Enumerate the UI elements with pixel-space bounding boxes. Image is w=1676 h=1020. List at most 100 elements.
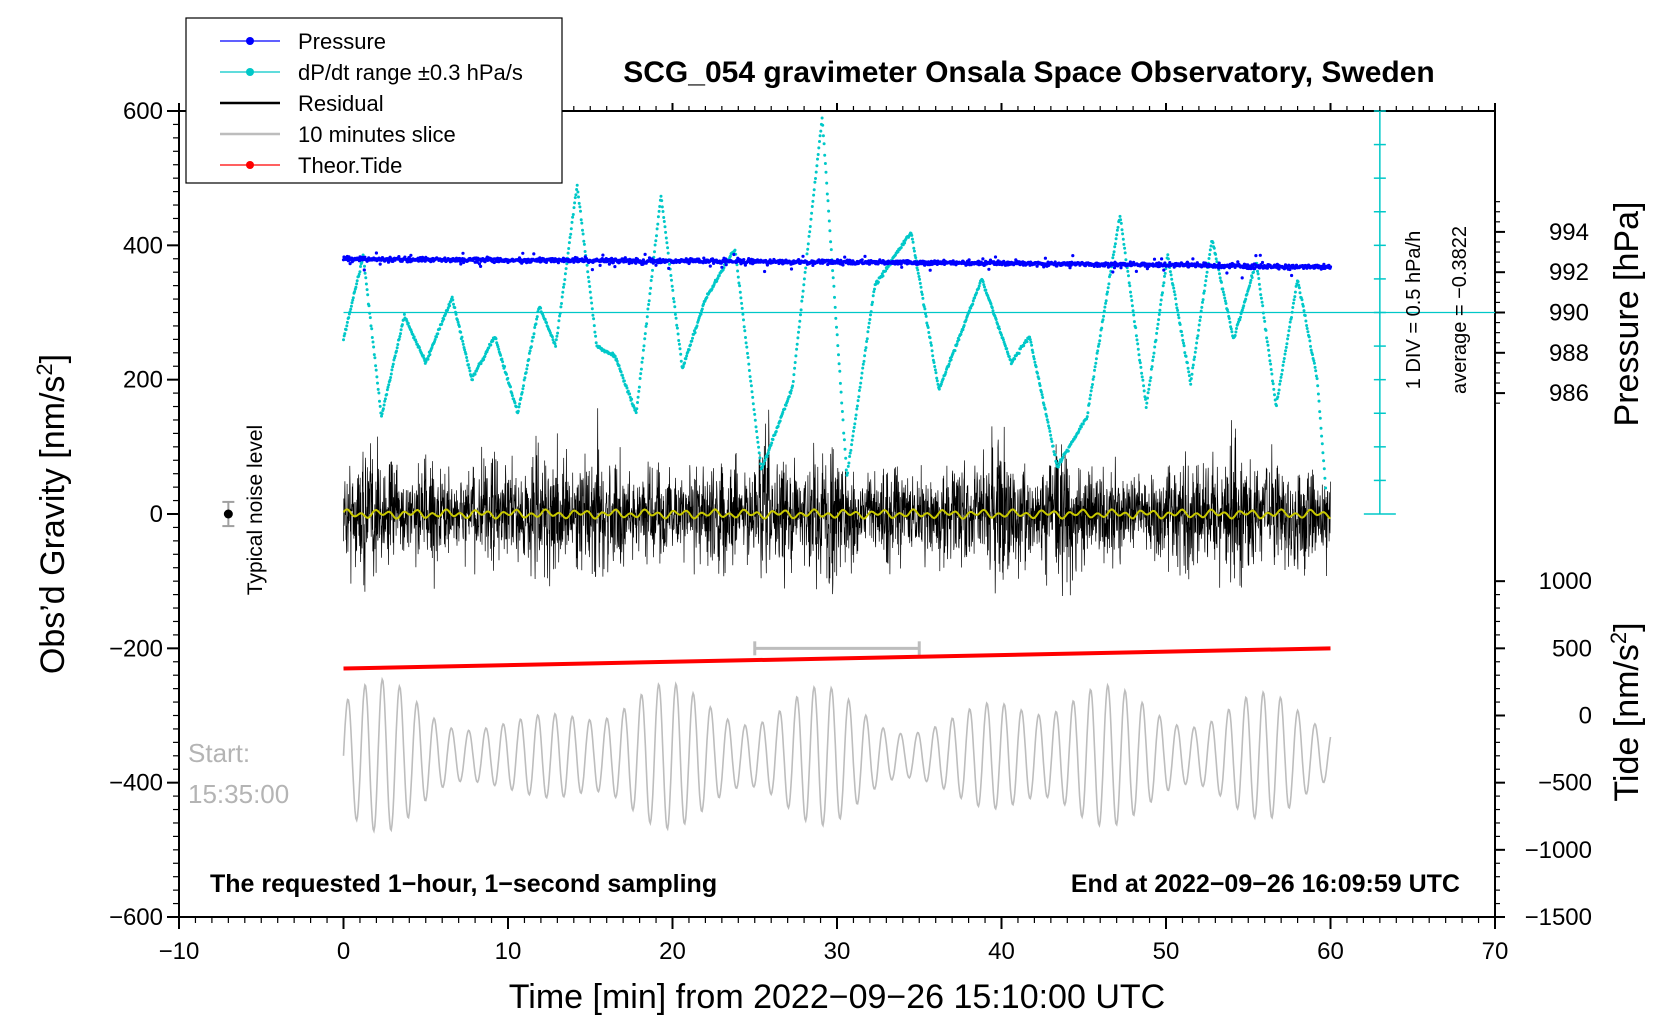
dpdt-point bbox=[559, 305, 563, 309]
dpdt-point bbox=[1271, 382, 1275, 386]
slice-series-line bbox=[342, 676, 1332, 834]
dpdt-point bbox=[457, 325, 461, 328]
dpdt-point bbox=[814, 170, 818, 174]
dpdt-point bbox=[473, 372, 477, 376]
dpdt-point bbox=[650, 275, 654, 279]
dpdt-point bbox=[509, 385, 512, 389]
pressure-point bbox=[1225, 271, 1229, 275]
dpdt-point bbox=[1155, 331, 1159, 335]
dpdt-point bbox=[1204, 279, 1208, 283]
dpdt-point bbox=[1132, 320, 1136, 324]
dpdt-point bbox=[829, 240, 833, 244]
dpdt-point bbox=[1201, 298, 1205, 302]
dpdt-point bbox=[1095, 351, 1099, 355]
dpdt-point bbox=[1220, 280, 1223, 284]
y-tick-label: 0 bbox=[150, 501, 163, 528]
dpdt-point bbox=[389, 372, 393, 376]
dpdt-point bbox=[355, 279, 359, 283]
dpdt-point bbox=[1268, 359, 1272, 363]
dpdt-point bbox=[1160, 293, 1164, 297]
dpdt-point bbox=[527, 351, 531, 355]
dpdt-point bbox=[1115, 228, 1119, 232]
dpdt-point bbox=[571, 215, 575, 219]
dpdt-point bbox=[693, 331, 697, 335]
dpdt-point bbox=[513, 401, 517, 405]
dpdt-point bbox=[673, 312, 677, 316]
legend-item: Residual bbox=[220, 91, 384, 116]
dpdt-point bbox=[971, 302, 975, 306]
dpdt-point bbox=[564, 267, 568, 271]
dpdt-point bbox=[1259, 293, 1263, 297]
pressure-series bbox=[341, 251, 1333, 280]
dpdt-point bbox=[810, 211, 814, 215]
dpdt-point bbox=[1134, 326, 1138, 330]
dpdt-point bbox=[1249, 278, 1253, 282]
dpdt-point bbox=[1305, 324, 1309, 327]
dpdt-point bbox=[1269, 362, 1273, 366]
dpdt-point bbox=[417, 346, 421, 350]
dpdt-point bbox=[1313, 365, 1317, 369]
dpdt-point bbox=[1245, 292, 1249, 296]
dpdt-point bbox=[749, 379, 753, 383]
dpdt-point bbox=[1166, 257, 1170, 261]
dpdt-point bbox=[391, 365, 395, 369]
dpdt-point bbox=[489, 343, 493, 347]
dpdt-point bbox=[1226, 310, 1230, 314]
dpdt-point bbox=[1252, 270, 1255, 274]
x-tick-label: 0 bbox=[337, 938, 350, 965]
dpdt-point bbox=[856, 399, 860, 403]
pressure-point bbox=[1217, 261, 1221, 265]
dpdt-point bbox=[556, 326, 560, 330]
dpdt-point bbox=[1194, 346, 1198, 350]
dpdt-point bbox=[1149, 376, 1153, 380]
y-tick-label: 400 bbox=[123, 232, 163, 259]
dpdt-point bbox=[1041, 396, 1045, 399]
dpdt-point bbox=[655, 234, 658, 238]
dpdt-point bbox=[471, 378, 474, 382]
dpdt-point bbox=[421, 354, 425, 358]
dpdt-point bbox=[1032, 357, 1036, 361]
dpdt-point bbox=[1091, 377, 1095, 381]
dpdt-point bbox=[625, 386, 629, 390]
dpdt-point bbox=[641, 348, 645, 352]
dpdt-point bbox=[566, 251, 570, 255]
dpdt-point bbox=[634, 411, 638, 415]
dpdt-point bbox=[1138, 361, 1142, 365]
pressure-point bbox=[708, 264, 712, 268]
dpdt-point bbox=[679, 352, 683, 356]
pressure-tick-label: 994 bbox=[1549, 219, 1589, 246]
dpdt-point bbox=[1267, 354, 1271, 357]
dpdt-point bbox=[1163, 271, 1167, 275]
y-tick-label: −400 bbox=[109, 770, 163, 797]
dpdt-point bbox=[774, 430, 778, 433]
dpdt-point bbox=[345, 324, 349, 328]
dpdt-point bbox=[355, 282, 359, 286]
dpdt-point bbox=[448, 304, 452, 308]
dpdt-point bbox=[452, 302, 455, 306]
dpdt-point bbox=[648, 292, 652, 296]
y-tick-label: −200 bbox=[109, 635, 163, 662]
dpdt-point bbox=[1199, 315, 1202, 319]
dpdt-point bbox=[344, 328, 348, 332]
dpdt-point bbox=[686, 350, 690, 354]
dpdt-point bbox=[1288, 320, 1292, 324]
dpdt-point bbox=[630, 397, 634, 401]
dpdt-point bbox=[802, 283, 806, 287]
dpdt-point bbox=[662, 216, 666, 219]
dpdt-point bbox=[1319, 426, 1323, 430]
pressure-point bbox=[863, 254, 867, 258]
dpdt-point bbox=[1049, 437, 1053, 441]
dpdt-point bbox=[579, 209, 582, 213]
y-tick-label: −600 bbox=[109, 904, 163, 931]
tide-tick-label: 0 bbox=[1579, 703, 1592, 730]
dpdt-point bbox=[519, 396, 523, 400]
pressure-point bbox=[549, 260, 553, 264]
dpdt-point bbox=[395, 346, 399, 350]
dpdt-point bbox=[1318, 410, 1322, 414]
dpdt-point bbox=[903, 241, 907, 245]
pressure-tick-label: 990 bbox=[1549, 300, 1589, 327]
dpdt-point bbox=[810, 205, 814, 208]
dpdt-point bbox=[651, 268, 654, 272]
dpdt-point bbox=[1003, 344, 1007, 348]
dpdt-point bbox=[989, 302, 993, 306]
